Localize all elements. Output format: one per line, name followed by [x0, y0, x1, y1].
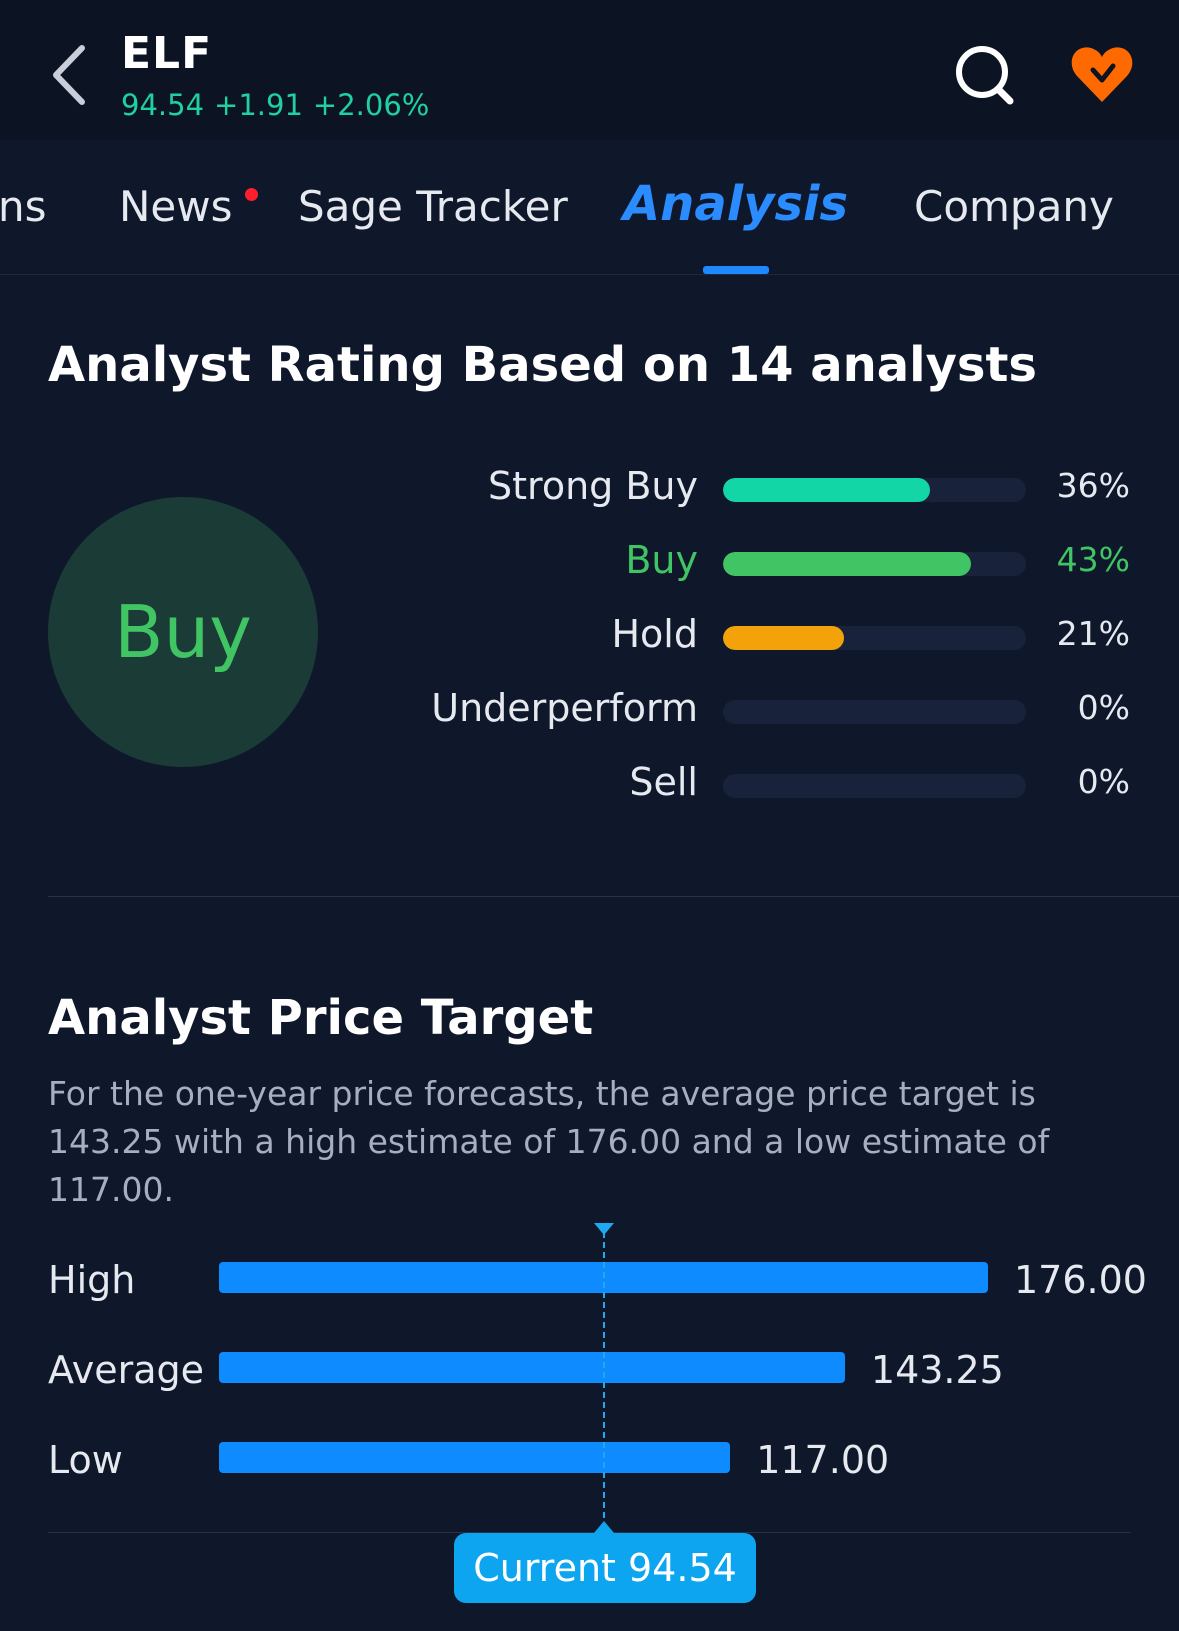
favorite-button[interactable] — [1067, 40, 1137, 110]
rating-label: Strong Buy — [488, 464, 698, 508]
rating-bar-track — [723, 774, 1026, 798]
tab-sage-tracker[interactable]: Sage Tracker — [298, 182, 568, 231]
current-price-line — [603, 1232, 605, 1528]
price-target-value: 117.00 — [756, 1438, 890, 1482]
rating-row: Hold 21% — [400, 612, 1140, 662]
consensus-rating-label: Buy — [114, 590, 252, 674]
rating-percent: 21% — [1056, 614, 1130, 653]
price-target-label: Low — [48, 1438, 123, 1482]
price-target-value: 176.00 — [1014, 1258, 1147, 1302]
tab-options[interactable]: ns — [0, 182, 47, 231]
rating-percent: 0% — [1077, 762, 1130, 801]
price-change-percent: +2.06% — [312, 88, 430, 122]
stock-header: ELF 94.54 +1.91 +2.06% — [0, 0, 1179, 140]
rating-percent: 0% — [1077, 688, 1130, 727]
tab-news[interactable]: News — [119, 182, 233, 231]
price-target-description: For the one-year price forecasts, the av… — [48, 1074, 1050, 1209]
search-icon — [956, 46, 1014, 105]
price-change: +1.91 — [214, 88, 303, 122]
news-unread-dot — [245, 188, 258, 201]
rating-row: Buy 43% — [400, 538, 1140, 588]
rating-bar-fill — [723, 626, 844, 650]
price-target-label: High — [48, 1258, 136, 1302]
rating-bar-fill — [723, 478, 931, 502]
price-target-title: Analyst Price Target — [48, 990, 594, 1046]
current-price-badge: Current 94.54 — [454, 1533, 756, 1603]
tab-company[interactable]: Company — [914, 182, 1114, 231]
rating-percent: 43% — [1056, 540, 1130, 579]
rating-label: Buy — [625, 538, 698, 582]
rating-label: Hold — [611, 612, 698, 656]
section-divider — [48, 896, 1179, 897]
rating-percent: 36% — [1056, 466, 1130, 505]
rating-bar-track — [723, 478, 1026, 502]
rating-bar-track — [723, 700, 1026, 724]
rating-bar-fill — [723, 552, 971, 576]
rating-row: Underperform 0% — [400, 686, 1140, 736]
price-target-label: Average — [48, 1348, 205, 1392]
current-price-marker — [594, 1223, 614, 1235]
rating-bar-track — [723, 626, 1026, 650]
price-quote: 94.54 +1.91 +2.06% — [121, 88, 439, 122]
consensus-rating-badge: Buy — [48, 497, 318, 767]
rating-label: Sell — [629, 760, 698, 804]
tab-analysis[interactable]: Analysis — [623, 176, 849, 232]
last-price: 94.54 — [121, 88, 205, 122]
price-target-value: 143.25 — [870, 1348, 1004, 1392]
heart-icon — [1071, 47, 1133, 102]
price-target-bar — [219, 1442, 731, 1473]
back-button[interactable] — [46, 40, 96, 110]
ticker-symbol: ELF — [121, 28, 213, 79]
rating-row: Strong Buy 36% — [400, 464, 1140, 514]
price-target-bar — [219, 1352, 845, 1383]
current-badge-pointer — [594, 1521, 614, 1533]
analyst-rating-title: Analyst Rating Based on 14 analysts — [48, 337, 1037, 393]
search-button[interactable] — [950, 40, 1020, 110]
rating-label: Underperform — [431, 686, 698, 730]
active-tab-indicator — [703, 266, 769, 274]
chevron-left-icon — [53, 45, 85, 105]
section-tabs: ns News Sage Tracker Analysis Company — [0, 140, 1179, 275]
rating-bar-track — [723, 552, 1026, 576]
rating-row: Sell 0% — [400, 760, 1140, 810]
chart-baseline — [48, 1532, 1131, 1533]
